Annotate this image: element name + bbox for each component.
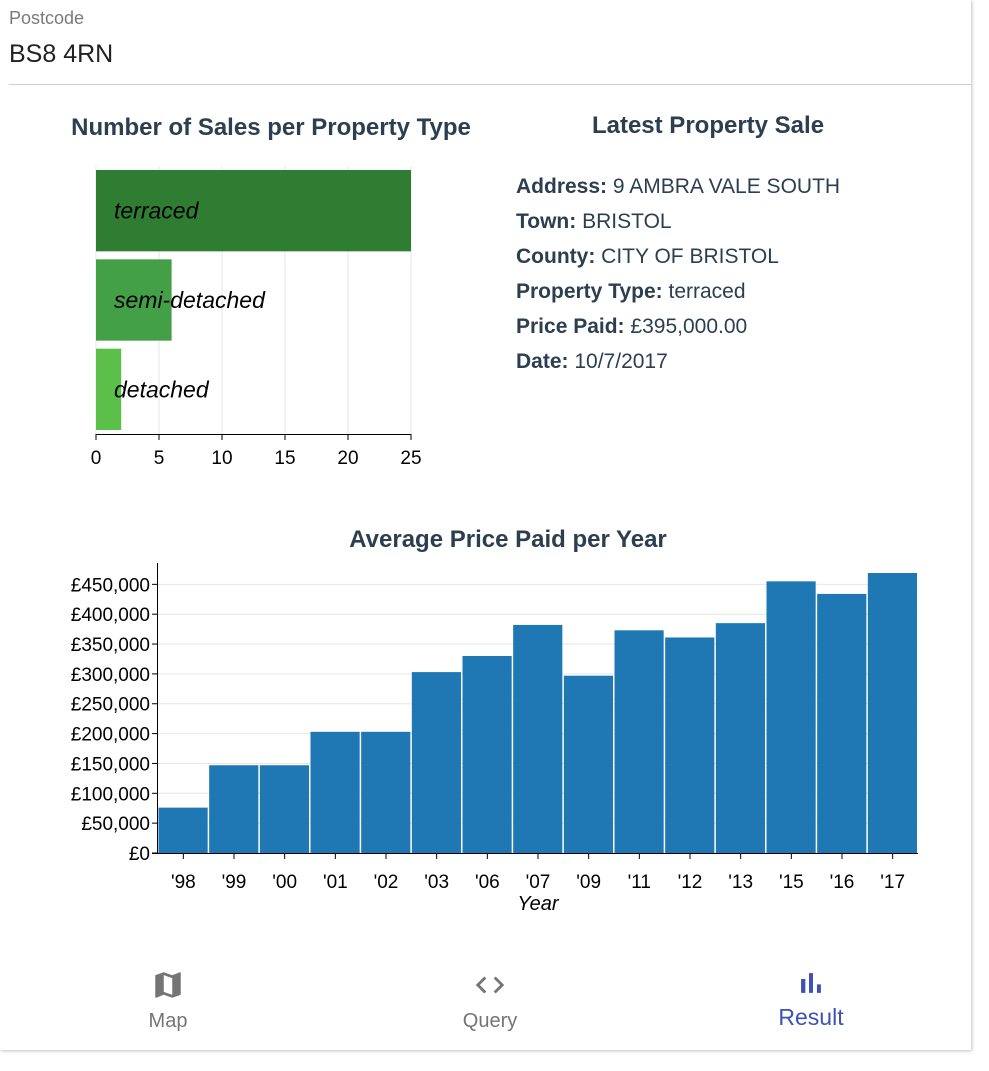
sale-property-type-row: Property Type: terraced — [516, 278, 956, 313]
postcode-label: Postcode — [9, 8, 85, 28]
bar — [817, 593, 867, 853]
chart-title: Number of Sales per Property Type — [71, 114, 471, 141]
x-tick-label: '00 — [272, 872, 297, 893]
sale-town-row: Town: BRISTOL — [516, 208, 956, 243]
x-tick-label: '15 — [779, 872, 804, 893]
x-tick-label: '02 — [374, 872, 399, 893]
bar — [614, 630, 664, 853]
x-tick-label: '06 — [475, 872, 500, 893]
bar — [665, 637, 715, 853]
sale-field-value: CITY OF BRISTOL — [601, 245, 779, 268]
y-tick-label: £400,000 — [71, 605, 150, 626]
bar — [867, 573, 917, 853]
nav-map-button[interactable]: Map — [68, 968, 268, 1033]
bar — [96, 170, 411, 252]
nav-map-label: Map — [148, 1010, 188, 1032]
y-tick-label: £150,000 — [71, 754, 150, 775]
bar — [411, 672, 461, 853]
sale-field-value: terraced — [668, 280, 746, 303]
bar — [715, 623, 765, 853]
x-tick-label: 20 — [337, 448, 358, 469]
x-tick-label: 5 — [154, 448, 165, 469]
sale-address-row: Address: 9 AMBRA VALE SOUTH — [516, 173, 956, 208]
bar — [96, 348, 122, 430]
sale-field-value: BRISTOL — [582, 210, 672, 233]
bar — [96, 259, 172, 341]
bar-label: semi-detached — [114, 287, 266, 313]
sale-field-value: 10/7/2017 — [574, 350, 668, 373]
latest-sale-details: Address: 9 AMBRA VALE SOUTH Town: BRISTO… — [516, 173, 956, 383]
chart-title: Average Price Paid per Year — [349, 526, 667, 553]
sale-field-value: 9 AMBRA VALE SOUTH — [612, 175, 841, 198]
average-price-chart: Average Price Paid per Year £0 £50,000 £10… — [71, 526, 918, 915]
bar — [310, 731, 360, 853]
x-tick-label: '16 — [830, 872, 855, 893]
x-tick-label: 0 — [91, 448, 102, 469]
nav-result-button[interactable]: Result — [711, 966, 911, 1031]
map-icon — [155, 972, 181, 998]
x-tick-label: '99 — [222, 872, 247, 893]
x-tick-label: '07 — [526, 872, 551, 893]
x-tick-label: '17 — [880, 872, 905, 893]
nav-query-button[interactable]: Query — [390, 968, 590, 1033]
code-icon — [475, 976, 505, 994]
y-tick-label: £50,000 — [81, 814, 150, 835]
postcode-field[interactable]: Postcode BS8 4RN — [9, 0, 971, 85]
x-tick-label: '03 — [424, 872, 449, 893]
bar — [513, 624, 563, 853]
x-tick-label: '01 — [323, 872, 348, 893]
bar-label: terraced — [114, 198, 200, 224]
x-tick-label: '98 — [171, 872, 196, 893]
main-card: Postcode BS8 4RN Number of Sales per Pro… — [0, 0, 971, 1048]
y-tick-label: £450,000 — [71, 575, 150, 596]
postcode-input[interactable]: BS8 4RN — [9, 40, 114, 68]
sale-date-row: Date: 10/7/2017 — [516, 348, 956, 383]
y-tick-label: £300,000 — [71, 665, 150, 686]
sale-field-value: £395,000.00 — [630, 315, 748, 338]
nav-result-label: Result — [778, 1004, 844, 1030]
bar-label: detached — [114, 376, 210, 402]
bar — [563, 675, 613, 853]
sale-field-label: Address: — [516, 175, 608, 198]
x-tick-label: 25 — [400, 448, 421, 469]
sale-field-label: Property Type: — [516, 280, 663, 303]
x-tick-label: '13 — [728, 872, 753, 893]
sale-field-label: Town: — [516, 210, 577, 233]
y-tick-label: £250,000 — [71, 695, 150, 716]
x-tick-label: '09 — [576, 872, 601, 893]
x-tick-label: '11 — [628, 872, 651, 893]
sale-field-label: County: — [516, 245, 596, 268]
bar — [462, 655, 512, 853]
y-tick-label: £0 — [129, 844, 150, 865]
y-tick-label: £350,000 — [71, 635, 150, 656]
sale-field-label: Price Paid: — [516, 315, 625, 338]
bar — [259, 765, 309, 853]
bar — [158, 807, 208, 853]
sale-price-row: Price Paid: £395,000.00 — [516, 313, 956, 348]
y-tick-label: £100,000 — [71, 784, 150, 805]
x-axis-label: Year — [517, 893, 559, 915]
bar-chart-icon — [801, 973, 821, 993]
latest-sale-title: Latest Property Sale — [591, 112, 825, 139]
nav-query-label: Query — [462, 1010, 518, 1032]
sales-per-type-chart: Number of Sales per Property Type terrac… — [71, 114, 471, 469]
bar — [209, 765, 259, 853]
bottom-navigation: Map Query Result — [0, 960, 971, 1048]
x-tick-label: 10 — [211, 448, 232, 469]
y-tick-label: £200,000 — [71, 725, 150, 746]
bar — [766, 581, 816, 853]
x-tick-label: '12 — [678, 872, 703, 893]
sale-county-row: County: CITY OF BRISTOL — [516, 243, 956, 278]
x-tick-label: 15 — [274, 448, 295, 469]
sale-field-label: Date: — [516, 350, 569, 373]
bar — [361, 731, 411, 853]
